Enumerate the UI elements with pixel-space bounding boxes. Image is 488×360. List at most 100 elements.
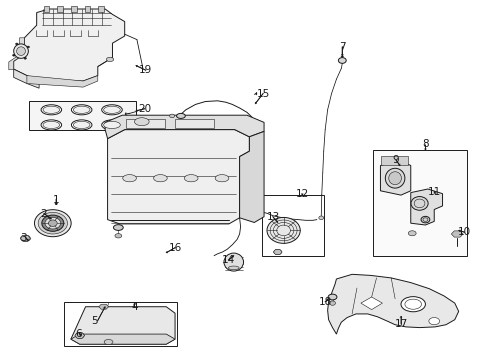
Ellipse shape (228, 266, 239, 270)
Text: 6: 6 (75, 329, 81, 339)
Ellipse shape (13, 54, 15, 56)
Ellipse shape (388, 172, 401, 185)
Polygon shape (14, 69, 39, 88)
Text: 8: 8 (421, 139, 428, 149)
Text: 5: 5 (91, 316, 98, 326)
Bar (43, 6, 49, 12)
Polygon shape (107, 130, 249, 224)
Ellipse shape (184, 175, 198, 182)
Ellipse shape (338, 58, 346, 63)
Ellipse shape (115, 234, 122, 238)
Bar (57, 6, 63, 12)
Bar (63, 302, 177, 346)
Ellipse shape (48, 220, 57, 226)
Ellipse shape (102, 105, 122, 115)
Ellipse shape (75, 333, 84, 338)
Ellipse shape (103, 106, 120, 113)
Bar (126, 119, 165, 128)
Polygon shape (273, 249, 282, 255)
Ellipse shape (71, 120, 92, 130)
Bar (381, 156, 407, 165)
Polygon shape (360, 297, 382, 310)
Ellipse shape (215, 175, 228, 182)
Polygon shape (71, 307, 175, 344)
Text: 7: 7 (338, 42, 345, 52)
Ellipse shape (14, 44, 28, 58)
Ellipse shape (327, 294, 336, 300)
Text: 2: 2 (41, 209, 47, 219)
Text: 18: 18 (318, 297, 331, 307)
Ellipse shape (71, 105, 92, 115)
Ellipse shape (34, 210, 71, 237)
Ellipse shape (266, 217, 300, 243)
Text: 3: 3 (20, 233, 27, 243)
Ellipse shape (27, 46, 29, 48)
Text: 1: 1 (53, 195, 60, 205)
Ellipse shape (400, 297, 425, 312)
Ellipse shape (41, 120, 61, 130)
Ellipse shape (407, 231, 415, 236)
Polygon shape (450, 231, 462, 237)
Ellipse shape (73, 121, 90, 129)
Bar (98, 6, 104, 12)
Ellipse shape (103, 121, 120, 129)
Bar (372, 150, 466, 256)
Ellipse shape (38, 212, 67, 234)
Ellipse shape (428, 318, 439, 325)
Polygon shape (71, 334, 175, 344)
Text: 19: 19 (139, 65, 152, 75)
Ellipse shape (153, 175, 167, 182)
Polygon shape (105, 115, 264, 139)
Text: 10: 10 (457, 227, 470, 237)
Polygon shape (27, 76, 98, 87)
Ellipse shape (385, 168, 404, 188)
Ellipse shape (420, 216, 429, 223)
Bar (261, 195, 324, 256)
Polygon shape (75, 333, 84, 338)
Ellipse shape (24, 57, 26, 59)
Ellipse shape (176, 113, 185, 118)
Polygon shape (99, 304, 108, 309)
Ellipse shape (41, 215, 63, 231)
Bar (175, 119, 214, 128)
Ellipse shape (41, 105, 61, 115)
Polygon shape (20, 235, 30, 241)
Ellipse shape (122, 175, 136, 182)
Polygon shape (14, 9, 124, 81)
Ellipse shape (17, 47, 25, 55)
Ellipse shape (16, 43, 18, 45)
Text: 14: 14 (222, 255, 235, 265)
Polygon shape (327, 274, 458, 334)
Text: 9: 9 (392, 155, 399, 165)
Bar (29, 101, 136, 130)
Ellipse shape (102, 120, 122, 130)
Bar (71, 6, 77, 12)
Text: 16: 16 (168, 243, 182, 253)
Ellipse shape (318, 216, 323, 220)
Polygon shape (380, 160, 410, 195)
Ellipse shape (45, 217, 61, 229)
Ellipse shape (169, 114, 174, 118)
Ellipse shape (134, 118, 149, 126)
Text: 13: 13 (266, 212, 280, 222)
Bar (84, 6, 90, 12)
Text: 11: 11 (427, 186, 440, 197)
Ellipse shape (43, 106, 60, 113)
Ellipse shape (273, 249, 281, 255)
Text: 4: 4 (131, 302, 138, 312)
Text: 17: 17 (393, 319, 407, 329)
Ellipse shape (43, 121, 60, 129)
Ellipse shape (73, 106, 90, 113)
Ellipse shape (20, 235, 30, 242)
Ellipse shape (224, 253, 243, 271)
Ellipse shape (113, 225, 123, 230)
Polygon shape (9, 38, 24, 70)
Ellipse shape (410, 197, 427, 210)
Ellipse shape (106, 57, 113, 62)
Polygon shape (410, 189, 442, 225)
Polygon shape (239, 131, 264, 222)
Ellipse shape (329, 301, 335, 305)
Text: 15: 15 (256, 89, 269, 99)
Text: 12: 12 (295, 189, 308, 199)
Ellipse shape (104, 339, 113, 345)
